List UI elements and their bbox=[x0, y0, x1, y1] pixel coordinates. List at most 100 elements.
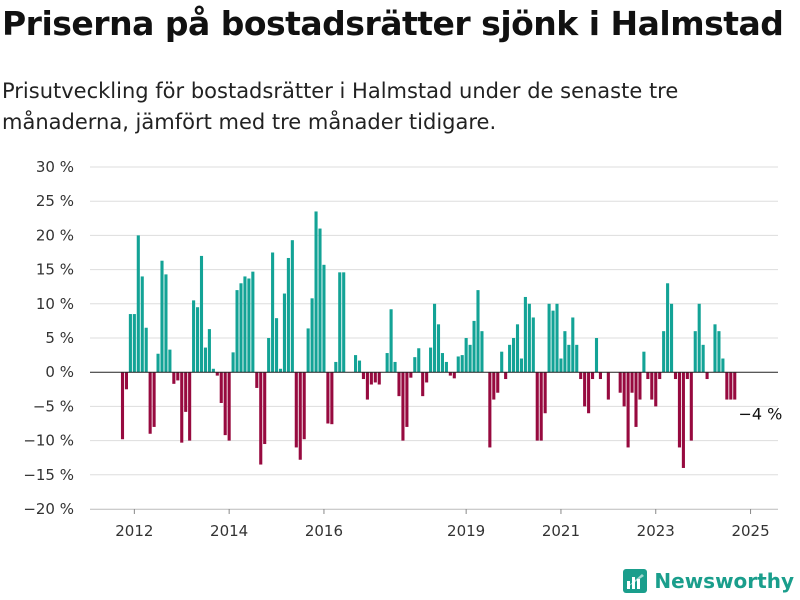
bar bbox=[271, 252, 275, 373]
bar bbox=[259, 372, 263, 465]
bar bbox=[527, 303, 531, 373]
x-tick-label: 2019 bbox=[447, 522, 485, 540]
x-tick-label: 2014 bbox=[210, 522, 248, 540]
bar bbox=[136, 235, 140, 373]
bar bbox=[184, 372, 188, 412]
bar bbox=[338, 272, 342, 373]
bar bbox=[168, 349, 172, 373]
bar bbox=[496, 372, 500, 393]
bar bbox=[377, 372, 381, 385]
bar bbox=[452, 372, 456, 379]
bar bbox=[409, 372, 413, 378]
bar bbox=[646, 372, 650, 380]
bar bbox=[172, 372, 176, 384]
bar bbox=[733, 372, 737, 400]
y-tick-label: −10 % bbox=[23, 432, 74, 450]
bar bbox=[413, 357, 417, 373]
bar bbox=[626, 372, 630, 448]
bar bbox=[535, 372, 539, 441]
bar bbox=[725, 372, 729, 400]
bar bbox=[729, 372, 733, 400]
bar bbox=[263, 372, 267, 445]
bar bbox=[673, 372, 678, 380]
bar bbox=[551, 310, 555, 373]
bar bbox=[417, 348, 421, 373]
bar bbox=[227, 372, 231, 441]
bar bbox=[286, 257, 290, 373]
bar bbox=[464, 338, 468, 373]
bar bbox=[231, 352, 235, 373]
y-tick-label: 10 % bbox=[36, 295, 74, 313]
chart-title: Priserna på bostadsrätter sjönk i Halmst… bbox=[2, 4, 784, 43]
bar bbox=[440, 353, 444, 373]
bar bbox=[164, 274, 168, 373]
newsworthy-logo-icon bbox=[623, 569, 648, 593]
bar bbox=[203, 347, 207, 373]
bar bbox=[282, 293, 286, 373]
x-tick-label: 2016 bbox=[305, 522, 343, 540]
x-tick-label: 2012 bbox=[115, 522, 153, 540]
bar bbox=[685, 372, 689, 380]
y-tick-label: 20 % bbox=[36, 226, 74, 244]
bar bbox=[444, 361, 448, 373]
bar bbox=[211, 368, 215, 373]
bar bbox=[547, 303, 551, 373]
bar bbox=[563, 331, 567, 373]
bar bbox=[519, 358, 523, 373]
bar bbox=[401, 372, 405, 441]
bar bbox=[650, 372, 654, 400]
bar bbox=[120, 372, 125, 440]
x-tick-label: 2021 bbox=[542, 522, 580, 540]
bar bbox=[539, 372, 543, 441]
bar bbox=[429, 347, 433, 373]
bar bbox=[278, 368, 283, 373]
x-tick-label: 2023 bbox=[637, 522, 675, 540]
bar bbox=[472, 320, 476, 373]
bar bbox=[298, 372, 302, 460]
bar bbox=[373, 372, 377, 383]
bar bbox=[425, 372, 429, 383]
brand: Newsworthy bbox=[622, 568, 794, 594]
bar bbox=[334, 361, 338, 373]
bar bbox=[721, 358, 725, 373]
bar bbox=[196, 307, 200, 373]
bar bbox=[132, 314, 136, 373]
bar bbox=[267, 338, 271, 373]
bar bbox=[389, 309, 393, 373]
y-tick-label: −15 % bbox=[23, 466, 74, 484]
bar bbox=[160, 260, 164, 373]
bar bbox=[314, 211, 318, 373]
bar-chart: 30 % 25 % 20 % 15 % 10 % 5 % 0 % −5 % −10 % −15 %… bbox=[23, 158, 782, 540]
bar bbox=[188, 372, 192, 441]
bar bbox=[357, 360, 362, 373]
bar bbox=[326, 372, 330, 424]
bar bbox=[634, 372, 638, 427]
y-tick-label: 5 % bbox=[45, 329, 74, 347]
bar bbox=[543, 372, 547, 414]
y-tick-label: 25 % bbox=[36, 192, 74, 210]
bar bbox=[318, 228, 322, 373]
bar bbox=[492, 372, 496, 400]
bar bbox=[397, 372, 401, 397]
bar bbox=[658, 372, 662, 380]
bar bbox=[717, 331, 721, 373]
bar bbox=[310, 298, 314, 373]
bar bbox=[677, 372, 681, 448]
bar bbox=[500, 351, 504, 373]
bar bbox=[689, 372, 693, 441]
bar bbox=[255, 372, 259, 388]
bar bbox=[275, 318, 279, 373]
bar bbox=[638, 372, 642, 400]
y-tick-label: −5 % bbox=[33, 397, 74, 415]
bar bbox=[215, 372, 219, 376]
bar bbox=[531, 317, 535, 373]
bar bbox=[448, 372, 452, 376]
bar bbox=[144, 327, 148, 373]
bar bbox=[180, 372, 184, 443]
bar bbox=[476, 290, 480, 373]
y-tick-label: 30 % bbox=[36, 158, 74, 176]
bar bbox=[618, 372, 622, 393]
bar bbox=[330, 372, 334, 425]
bar bbox=[579, 372, 583, 380]
bar bbox=[468, 344, 472, 373]
